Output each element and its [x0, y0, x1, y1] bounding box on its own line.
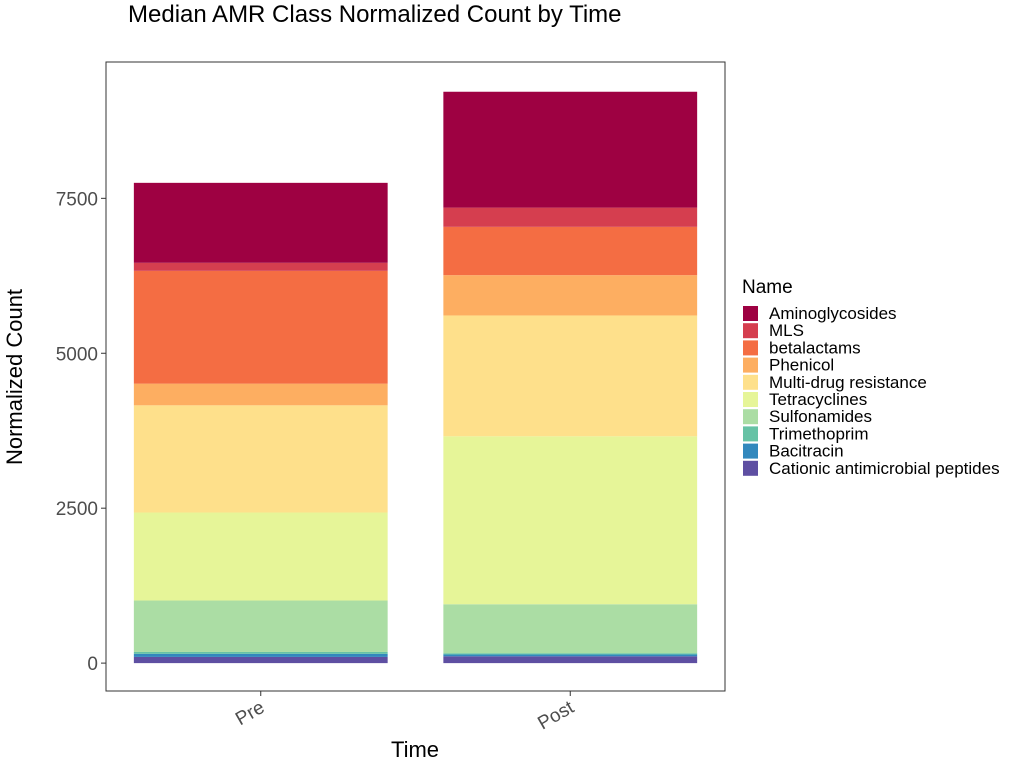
legend-swatch-trimethoprim: [743, 426, 758, 442]
legend-swatch-tetracyclines: [743, 392, 758, 407]
x-axis: Pre Post: [232, 691, 578, 734]
legend-label-cationic-antimicrobial-peptides: Cationic antimicrobial peptides: [769, 459, 1000, 478]
legend-swatch-phenicol: [743, 357, 758, 373]
legend-swatch-aminoglycosides: [743, 306, 758, 321]
bar-segment-pre-bacitracin: [133, 653, 388, 657]
bar-segment-post-multi-drug-resistance: [443, 315, 698, 437]
bar-segment-post-betalactams: [443, 226, 698, 276]
bar-segment-post-phenicol: [443, 275, 698, 316]
bar-segment-pre-sulfonamides: [133, 600, 388, 652]
plot-panel: [105, 61, 726, 692]
y-axis: 0 2500 5000 7500: [56, 189, 106, 675]
legend-label-aminoglycosides: Aminoglycosides: [769, 304, 897, 323]
legend-swatch-betalactams: [743, 340, 758, 356]
bar-segment-post-mls: [443, 207, 698, 227]
legend-swatch-mls: [743, 323, 758, 339]
bar-segment-pre-mls: [133, 262, 388, 271]
bar-segment-pre-aminoglycosides: [133, 182, 388, 263]
bar-segment-post-aminoglycosides: [443, 91, 698, 208]
bar-segment-pre-cationic-antimicrobial-peptides: [133, 656, 388, 664]
y-tick-label: 2500: [56, 499, 98, 520]
bar-segment-post-tetracyclines: [443, 436, 698, 605]
y-tick-label: 7500: [56, 189, 98, 210]
x-axis-title: Time: [391, 737, 439, 762]
legend-label-bacitracin: Bacitracin: [769, 442, 844, 461]
legend-swatch-cationic-antimicrobial-peptides: [743, 460, 758, 476]
legend-label-mls: MLS: [769, 321, 804, 340]
bars-layer: [133, 91, 698, 664]
x-tick-label-post: Post: [534, 697, 578, 735]
x-tick-label-pre: Pre: [232, 697, 268, 730]
chart-title: Median AMR Class Normalized Count by Tim…: [128, 1, 622, 28]
bar-segment-pre-betalactams: [133, 270, 388, 384]
bar-segment-post-trimethoprim: [443, 653, 698, 655]
bar-segment-pre-trimethoprim: [133, 651, 388, 654]
bar-segment-pre-multi-drug-resistance: [133, 405, 388, 513]
legend-swatch-sulfonamides: [743, 409, 758, 425]
bar-segment-pre-tetracyclines: [133, 512, 388, 601]
legend-title: Name: [742, 277, 793, 298]
bar-segment-pre-phenicol: [133, 383, 388, 406]
legend-label-multi-drug-resistance: Multi-drug resistance: [769, 373, 927, 392]
y-axis-title: Normalized Count: [2, 289, 27, 465]
legend-label-trimethoprim: Trimethoprim: [769, 424, 869, 443]
legend-label-betalactams: betalactams: [769, 338, 861, 357]
legend-swatch-bacitracin: [743, 443, 758, 459]
legend-label-sulfonamides: Sulfonamides: [769, 407, 872, 426]
bar-segment-post-sulfonamides: [443, 604, 698, 654]
legend-label-phenicol: Phenicol: [769, 356, 834, 375]
legend-swatch-multi-drug-resistance: [743, 374, 758, 390]
y-tick-label: 0: [87, 654, 98, 675]
bar-segment-post-bacitracin: [443, 654, 698, 657]
legend: Name AminoglycosidesMLSbetalactamsPhenic…: [742, 277, 1000, 478]
bar-segment-post-cationic-antimicrobial-peptides: [443, 656, 698, 664]
legend-label-tetracyclines: Tetracyclines: [769, 390, 867, 409]
y-tick-label: 5000: [56, 344, 98, 365]
